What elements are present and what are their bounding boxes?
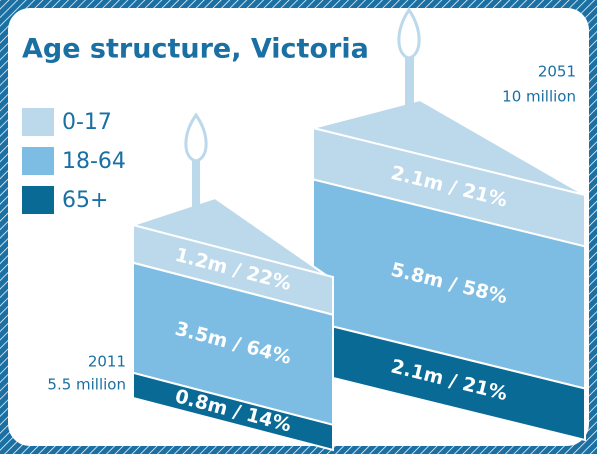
cake-segment — [132, 371, 334, 452]
legend-swatch — [22, 108, 54, 136]
legend-label: 0-17 — [62, 110, 112, 135]
legend-label: 65+ — [62, 188, 108, 213]
chart-title: Age structure, Victoria — [22, 34, 369, 65]
category-label: 2011 — [88, 353, 126, 371]
legend-swatch — [22, 186, 54, 214]
total-label: 10 million — [502, 88, 576, 106]
legend-label: 18-64 — [62, 149, 126, 174]
category-label: 2051 — [538, 63, 576, 81]
candle — [184, 7, 421, 220]
total-label: 5.5 million — [47, 376, 126, 394]
legend-swatch — [22, 147, 54, 175]
